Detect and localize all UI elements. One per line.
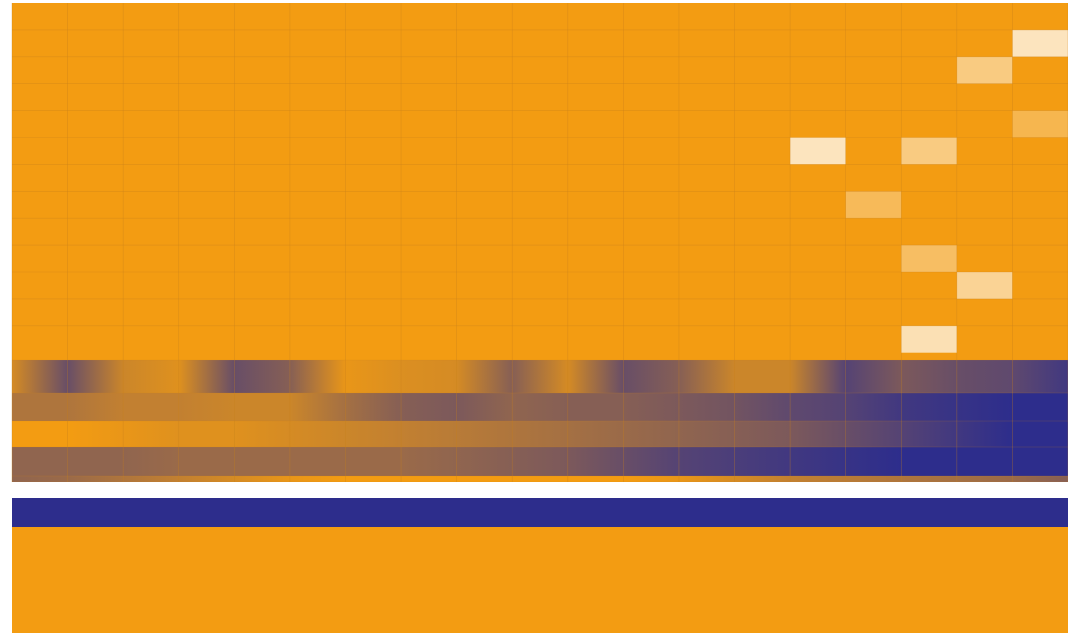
navy-band (12, 498, 1068, 527)
heatmap-row-band-1 (12, 360, 1068, 393)
heatmap-cell-highlight-9 (901, 325, 957, 353)
heatmap-row-band-5 (12, 476, 1068, 482)
separator-strip (12, 482, 1068, 498)
heatmap-cell-highlight-8 (956, 272, 1013, 299)
heatmap-highlights (790, 29, 1068, 353)
heatmap-row-band-4 (12, 447, 1068, 476)
heatmap-cell-highlight-6 (845, 191, 902, 219)
heatmap-gradient-rows (12, 360, 1068, 482)
heatmap-cell-highlight-1 (1012, 29, 1068, 57)
heatmap-row-band-2 (12, 393, 1068, 421)
bottom-panel (12, 482, 1068, 633)
heatmap-cell-highlight-3 (1012, 110, 1068, 138)
heatmap-cell-highlight-2 (956, 56, 1013, 84)
heatmap-cell-highlight-7 (901, 245, 957, 272)
heatmap-row-band-3 (12, 421, 1068, 447)
heatmap-cell-highlight-5 (901, 137, 957, 165)
orange-base-panel (12, 527, 1068, 633)
heatmap-cell-highlight-4 (790, 137, 846, 165)
heatmap-grid (11, 3, 1068, 483)
